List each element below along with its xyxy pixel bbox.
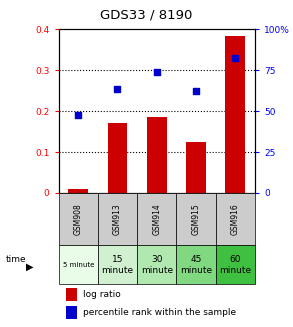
Text: 5 minute: 5 minute — [62, 262, 94, 268]
Text: GSM914: GSM914 — [152, 203, 161, 235]
Point — [76, 112, 81, 118]
Bar — [67, 288, 77, 301]
Bar — [108, 123, 127, 193]
Text: 30
minute: 30 minute — [141, 255, 173, 275]
Bar — [226, 36, 245, 193]
Text: GSM908: GSM908 — [74, 203, 83, 235]
Bar — [98, 193, 137, 245]
Bar — [137, 193, 176, 245]
Bar — [176, 245, 216, 284]
Bar — [59, 193, 98, 245]
Bar — [67, 306, 77, 318]
Text: GSM915: GSM915 — [192, 203, 200, 235]
Text: percentile rank within the sample: percentile rank within the sample — [83, 308, 236, 317]
Text: time: time — [6, 255, 26, 265]
Text: 15
minute: 15 minute — [101, 255, 134, 275]
Bar — [137, 245, 176, 284]
Bar — [59, 245, 98, 284]
Text: GDS33 / 8190: GDS33 / 8190 — [100, 8, 193, 21]
Bar — [68, 189, 88, 193]
Bar — [216, 245, 255, 284]
Text: ▶: ▶ — [25, 262, 33, 271]
Text: log ratio: log ratio — [83, 290, 121, 299]
Bar — [186, 142, 206, 193]
Point — [115, 86, 120, 91]
Bar — [176, 193, 216, 245]
Bar — [98, 245, 137, 284]
Point — [154, 70, 159, 75]
Text: 45
minute: 45 minute — [180, 255, 212, 275]
Point — [194, 88, 198, 94]
Point — [233, 56, 238, 61]
Text: GSM913: GSM913 — [113, 203, 122, 235]
Text: GSM916: GSM916 — [231, 203, 240, 235]
Bar — [216, 193, 255, 245]
Bar — [147, 117, 166, 193]
Text: 60
minute: 60 minute — [219, 255, 251, 275]
